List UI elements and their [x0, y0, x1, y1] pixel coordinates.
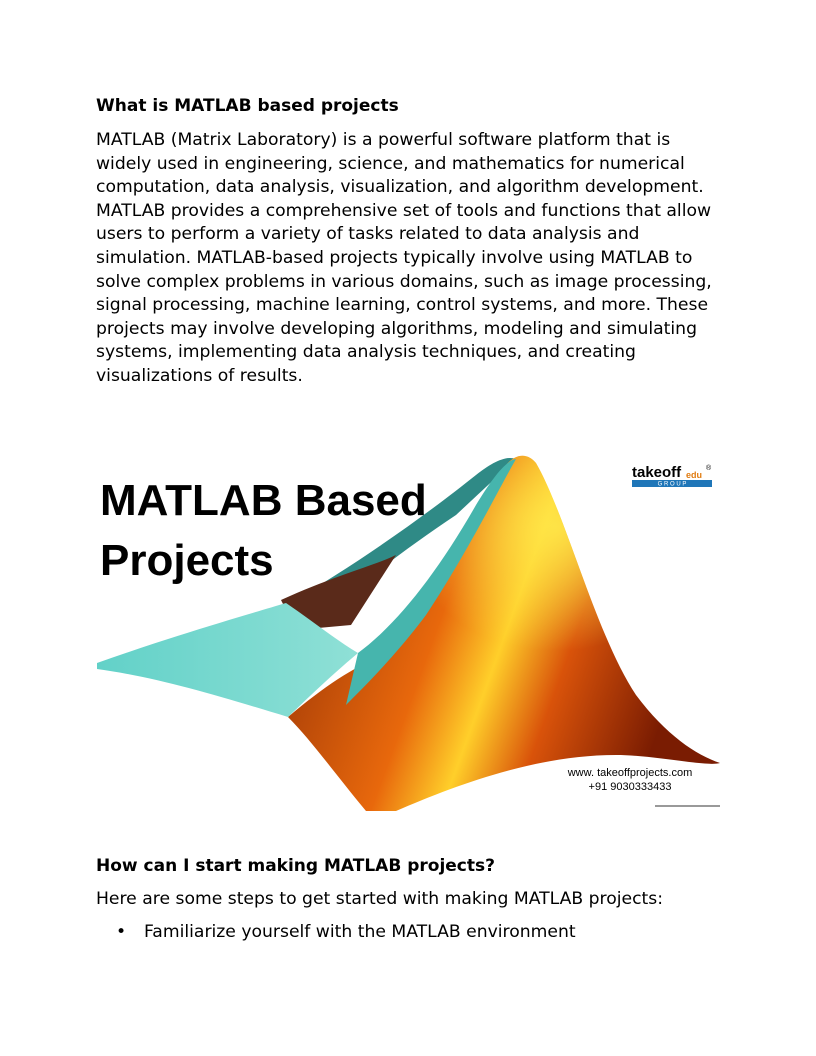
heading: What is MATLAB based projects [96, 96, 399, 116]
surface-edge [346, 459, 516, 705]
heading: How can I start making MATLAB projects? [96, 856, 495, 876]
logo-tagline: G R O U P [658, 482, 687, 488]
bullet-list: Familiarize yourself with the MATLAB env… [96, 922, 576, 942]
logo-suffix: edu [686, 470, 702, 480]
banner-title: MATLAB Based [100, 476, 427, 525]
surface-highlight [288, 455, 720, 811]
surface-shadow [281, 555, 396, 630]
logo-brand: takeoff [632, 464, 682, 481]
logo-bar [632, 480, 712, 487]
bullet-item: Familiarize yourself with the MATLAB env… [96, 922, 576, 942]
logo-mark: ® [706, 464, 712, 472]
paragraph: MATLAB (Matrix Laboratory) is a powerful… [96, 130, 712, 386]
website: www. takeoffprojects.com [567, 767, 693, 779]
surface-flat [97, 603, 358, 717]
phone: +91 9030333433 [589, 781, 672, 793]
paragraph: Here are some steps to get started with … [96, 889, 664, 909]
banner-image: MATLAB Based Projects takeoff edu ® G R … [97, 455, 720, 811]
banner-title: Projects [100, 536, 274, 585]
